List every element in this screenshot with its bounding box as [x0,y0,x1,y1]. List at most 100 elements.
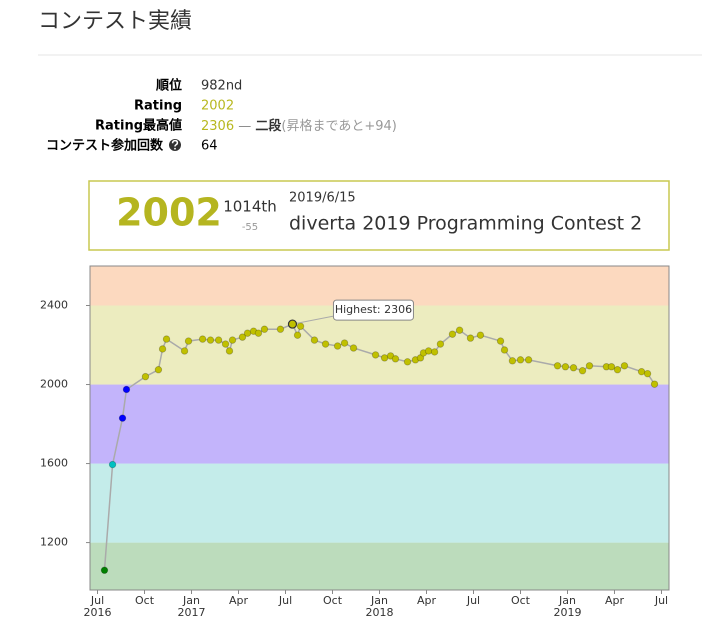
rating-point [643,369,652,378]
latest-contest-name[interactable]: diverta 2019 Programming Contest 2 [289,213,642,235]
x-tick-label: Jul [466,594,480,607]
rating-point [585,362,594,370]
rating-point [561,363,570,371]
x-tick-label: Jan [558,594,576,607]
row-value-line: 2306 — 二段(昇格まであと+94) [201,118,397,134]
rating-point [524,356,533,364]
rating-band [90,384,669,464]
rating-band [90,463,669,543]
rating-point [436,340,445,348]
rating-point [293,331,302,339]
x-tick-label: Jul [654,594,668,607]
rating-point [296,322,305,330]
row-label: 順位 [156,78,182,94]
promotion-note: (昇格まであと+94) [281,118,396,134]
x-tick-year: 2017 [178,606,206,619]
x-tick-label: Jul [90,594,104,607]
x-tick-label: Apr [229,594,249,607]
rating-point [158,345,167,353]
page-title: コンテスト実績 [38,9,192,34]
rating-point [620,362,629,370]
rating-point [276,325,285,333]
rating-point [225,347,234,355]
x-tick-year: 2016 [84,606,112,619]
x-tick-year: 2019 [553,606,581,619]
rating-point [162,335,171,343]
rating-point [349,344,358,352]
x-tick-label: Apr [605,594,625,607]
separator-dash: — [238,119,251,134]
rating-point [221,340,230,348]
annotation-box [332,299,414,321]
rating-point [206,336,215,344]
rating-point [637,367,646,376]
rating-point [214,336,223,344]
x-tick-year: 2018 [366,606,394,619]
x-tick-label: Apr [417,594,437,607]
rating-point [243,329,252,337]
rating-point [198,335,207,343]
row-label: Rating [134,99,182,114]
x-tick-label: Oct [323,594,343,607]
rating-point [424,347,433,355]
latest-contest-card [88,180,670,251]
help-icon[interactable] [169,139,181,151]
row-label: Rating最高値 [95,118,182,134]
rating-point [386,352,395,360]
rating-point [496,337,505,345]
rating-point [310,336,319,344]
x-tick-label: Oct [511,594,531,607]
rating-point [650,380,659,388]
rating-point [578,367,587,375]
row-value: 982nd [201,79,242,94]
rating-point [141,372,150,381]
rating-point [391,355,400,363]
rating-point [607,363,616,371]
rating-point [380,354,389,362]
rating-point [321,340,330,348]
rating-point [516,356,525,364]
rating-point [260,325,269,333]
rating-point [448,330,457,338]
row-value: 2306 [201,119,234,134]
rating-point [333,342,342,350]
row-label: コンテスト参加回数 [46,138,164,154]
latest-place: 1014th [223,198,277,216]
y-tick-label: 2000 [40,378,68,391]
rating-point [184,337,193,345]
rating-point [569,364,578,372]
annotation-connector [292,315,334,325]
row-value: 2002 [201,99,234,114]
latest-diff: -55 [242,222,258,233]
rating-point [553,362,562,370]
rating-point [122,385,131,394]
rating-point [340,339,349,347]
rating-point [416,354,425,362]
rating-point [228,336,237,344]
rating-point [118,414,127,422]
x-tick-label: Jul [278,594,292,607]
x-tick-label: Oct [135,594,155,607]
rank: 二段 [255,118,281,134]
latest-date: 2019/6/15 [289,191,356,206]
y-tick-label: 1200 [40,536,68,549]
rating-point [371,351,380,359]
rating-point [238,333,247,341]
rating-point [100,566,109,574]
rating-point [455,326,464,334]
rating-point [508,357,517,365]
annotation-label: Highest: 2306 [335,303,412,316]
rating-point [466,334,475,342]
rating-point [500,346,509,354]
y-tick-label: 2400 [40,299,68,312]
rating-point [180,347,189,355]
rating-point [613,366,622,374]
y-tick-label: 1600 [40,457,68,470]
row-value: 64 [201,139,218,154]
highest-point [287,319,298,329]
rating-band [90,542,669,590]
rating-point [254,329,263,337]
